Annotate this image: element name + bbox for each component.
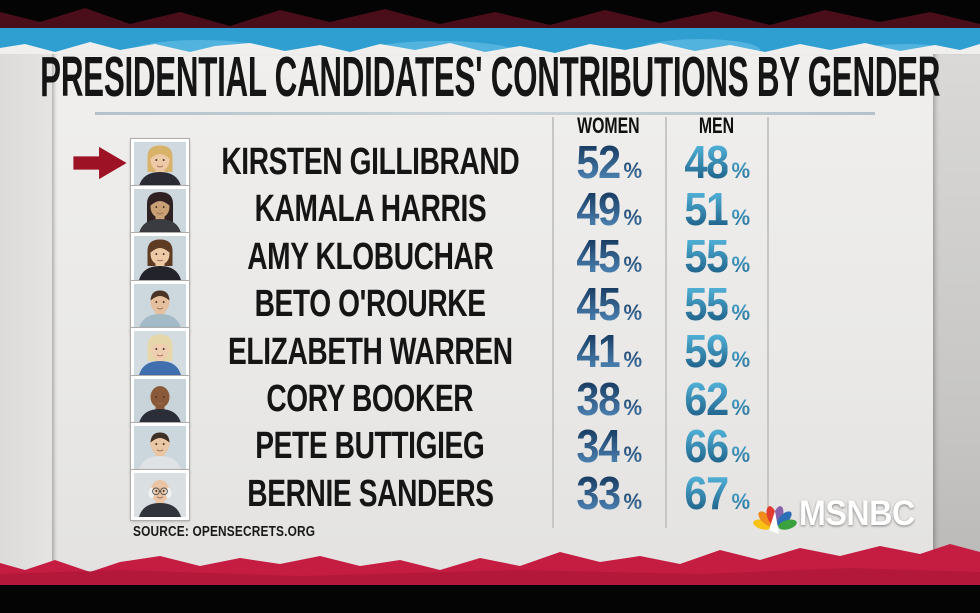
title-underline [95, 112, 875, 115]
paper-sheet [52, 54, 933, 585]
separator-line [767, 117, 769, 528]
torn-paper-top-edge [0, 42, 980, 56]
column-header-women: WOMEN [577, 113, 640, 138]
separator-line [665, 117, 667, 528]
network-name: MSNBC [799, 494, 915, 533]
separator-line [552, 117, 554, 528]
page-title-text: PRESIDENTIAL CANDIDATES' CONTRIBUTIONS B… [40, 45, 941, 109]
source-label: SOURCE: OPENSECRETS.ORG [133, 524, 316, 540]
letterbox-top [0, 0, 980, 28]
page-title: PRESIDENTIAL CANDIDATES' CONTRIBUTIONS B… [41, 45, 941, 109]
red-stripe [0, 544, 980, 585]
torn-red-shards-top [0, 8, 980, 28]
paper-backing-right [933, 54, 980, 585]
letterbox-bottom [0, 585, 980, 613]
paper-backing-left [0, 54, 52, 585]
peacock-icon [753, 506, 797, 534]
column-header-men: MEN [698, 113, 734, 138]
